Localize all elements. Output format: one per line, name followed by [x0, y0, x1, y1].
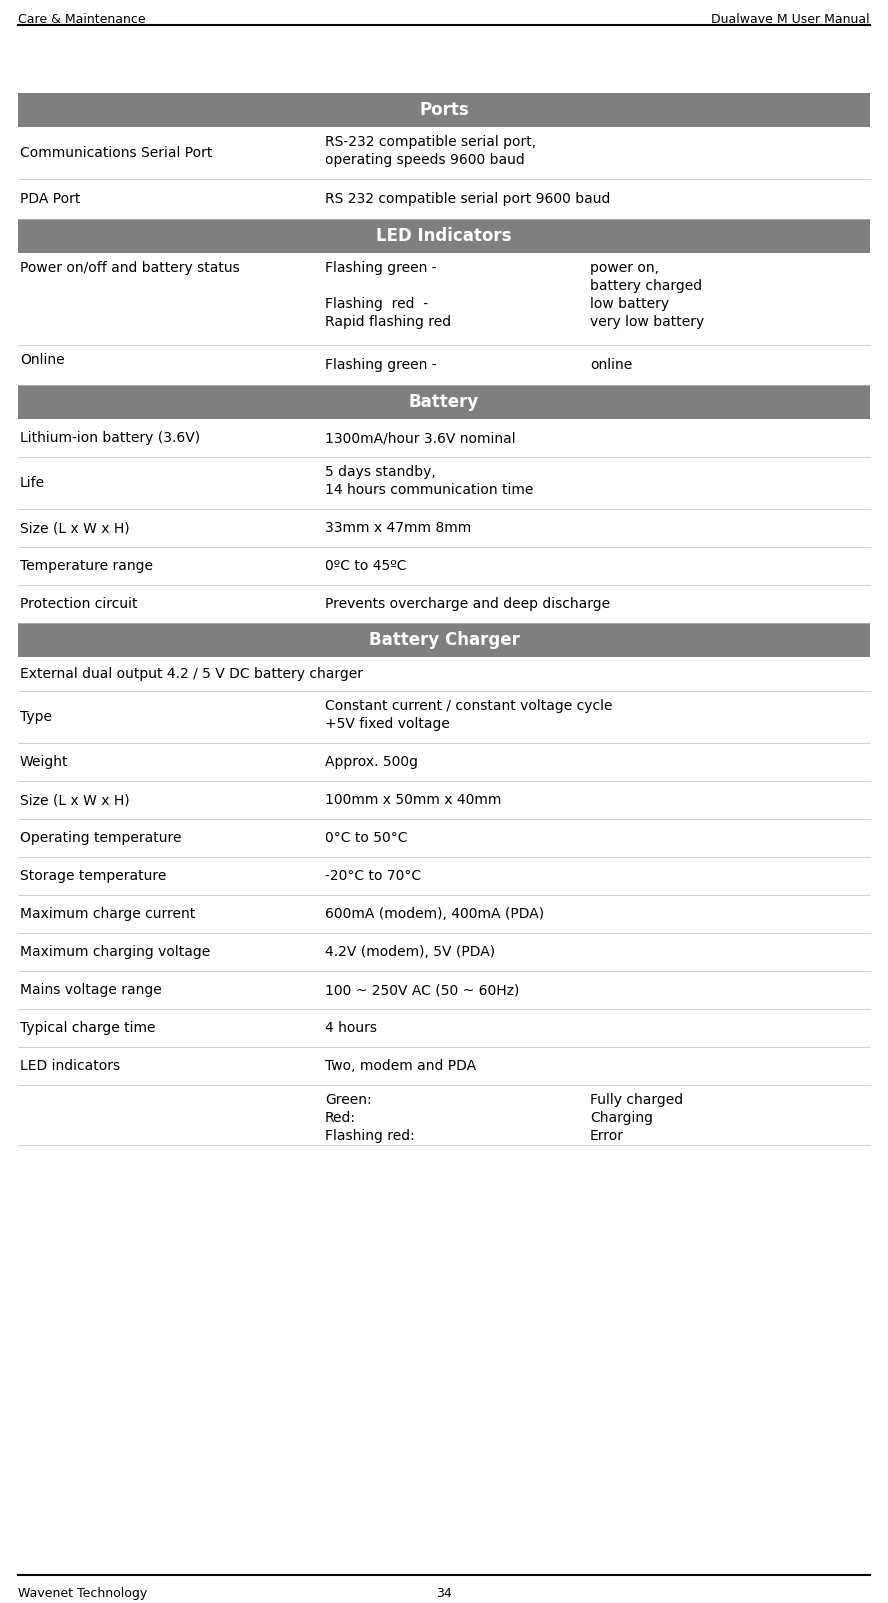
- Text: Flashing green -: Flashing green -: [325, 357, 437, 372]
- Text: Typical charge time: Typical charge time: [20, 1021, 155, 1036]
- Text: Flashing green -: Flashing green -: [325, 261, 437, 276]
- Text: Battery: Battery: [408, 393, 480, 410]
- Text: PDA Port: PDA Port: [20, 192, 81, 207]
- Text: LED indicators: LED indicators: [20, 1060, 120, 1072]
- Text: Ports: Ports: [419, 101, 469, 119]
- Text: 600mA (modem), 400mA (PDA): 600mA (modem), 400mA (PDA): [325, 907, 544, 922]
- Bar: [18, 93, 870, 127]
- Text: Lithium-ion battery (3.6V): Lithium-ion battery (3.6V): [20, 431, 200, 446]
- Text: Error: Error: [590, 1129, 624, 1143]
- Text: Life: Life: [20, 476, 45, 491]
- Text: Mains voltage range: Mains voltage range: [20, 983, 162, 997]
- Text: Power on/off and battery status: Power on/off and battery status: [20, 261, 240, 276]
- Text: low battery: low battery: [590, 297, 670, 311]
- Text: Online: Online: [20, 353, 65, 367]
- Text: External dual output 4.2 / 5 V DC battery charger: External dual output 4.2 / 5 V DC batter…: [20, 667, 363, 681]
- Text: Rapid flashing red: Rapid flashing red: [325, 316, 451, 329]
- Text: Temperature range: Temperature range: [20, 559, 153, 572]
- Text: 0ºC to 45ºC: 0ºC to 45ºC: [325, 559, 407, 572]
- Text: Communications Serial Port: Communications Serial Port: [20, 146, 212, 160]
- Text: online: online: [590, 357, 632, 372]
- Text: battery charged: battery charged: [590, 279, 702, 293]
- Text: Maximum charge current: Maximum charge current: [20, 907, 195, 922]
- Text: +5V fixed voltage: +5V fixed voltage: [325, 717, 450, 731]
- Bar: [18, 220, 870, 253]
- Text: 5 days standby,: 5 days standby,: [325, 465, 436, 479]
- Text: Constant current / constant voltage cycle: Constant current / constant voltage cycl…: [325, 699, 613, 713]
- Text: Operating temperature: Operating temperature: [20, 830, 181, 845]
- Text: Fully charged: Fully charged: [590, 1093, 683, 1108]
- Text: Weight: Weight: [20, 755, 68, 769]
- Text: Flashing  red  -: Flashing red -: [325, 297, 428, 311]
- Text: Type: Type: [20, 710, 52, 725]
- Text: 34: 34: [436, 1587, 452, 1600]
- Text: LED Indicators: LED Indicators: [377, 228, 511, 245]
- Text: 100 ~ 250V AC (50 ~ 60Hz): 100 ~ 250V AC (50 ~ 60Hz): [325, 983, 519, 997]
- Bar: [18, 385, 870, 418]
- Text: Red:: Red:: [325, 1111, 356, 1125]
- Text: Approx. 500g: Approx. 500g: [325, 755, 418, 769]
- Text: Size (L x W x H): Size (L x W x H): [20, 793, 130, 806]
- Text: Maximum charging voltage: Maximum charging voltage: [20, 946, 210, 959]
- Text: Dualwave M User Manual: Dualwave M User Manual: [711, 13, 870, 26]
- Text: Size (L x W x H): Size (L x W x H): [20, 521, 130, 535]
- Text: very low battery: very low battery: [590, 316, 704, 329]
- Text: 100mm x 50mm x 40mm: 100mm x 50mm x 40mm: [325, 793, 502, 806]
- Text: 14 hours communication time: 14 hours communication time: [325, 483, 534, 497]
- Text: Wavenet Technology: Wavenet Technology: [18, 1587, 147, 1600]
- Text: Two, modem and PDA: Two, modem and PDA: [325, 1060, 476, 1072]
- Text: operating speeds 9600 baud: operating speeds 9600 baud: [325, 152, 525, 167]
- Text: 4.2V (modem), 5V (PDA): 4.2V (modem), 5V (PDA): [325, 946, 496, 959]
- Text: Prevents overcharge and deep discharge: Prevents overcharge and deep discharge: [325, 596, 610, 611]
- Text: 0°C to 50°C: 0°C to 50°C: [325, 830, 408, 845]
- Text: Storage temperature: Storage temperature: [20, 869, 166, 883]
- Text: Charging: Charging: [590, 1111, 653, 1125]
- Text: RS-232 compatible serial port,: RS-232 compatible serial port,: [325, 135, 536, 149]
- Text: Battery Charger: Battery Charger: [369, 632, 519, 649]
- Bar: [18, 624, 870, 657]
- Text: power on,: power on,: [590, 261, 659, 276]
- Text: 33mm x 47mm 8mm: 33mm x 47mm 8mm: [325, 521, 472, 535]
- Text: Protection circuit: Protection circuit: [20, 596, 138, 611]
- Text: RS 232 compatible serial port 9600 baud: RS 232 compatible serial port 9600 baud: [325, 192, 610, 207]
- Text: Green:: Green:: [325, 1093, 371, 1108]
- Text: 4 hours: 4 hours: [325, 1021, 377, 1036]
- Text: 1300mA/hour 3.6V nominal: 1300mA/hour 3.6V nominal: [325, 431, 516, 446]
- Text: Care & Maintenance: Care & Maintenance: [18, 13, 146, 26]
- Text: Flashing red:: Flashing red:: [325, 1129, 415, 1143]
- Text: -20°C to 70°C: -20°C to 70°C: [325, 869, 421, 883]
